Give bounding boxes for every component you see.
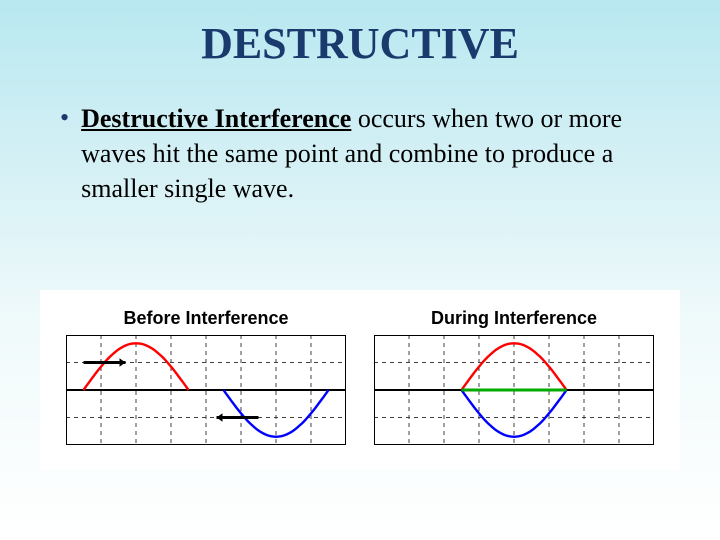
panel-before-label: Before Interference	[123, 308, 288, 329]
bullet-marker: •	[60, 101, 69, 135]
panel-during: During Interference	[374, 308, 654, 445]
bullet-text: Destructive Interference occurs when two…	[81, 101, 660, 206]
page-title: DESTRUCTIVE	[0, 0, 720, 69]
panel-during-label: During Interference	[431, 308, 597, 329]
bullet-term: Destructive Interference	[81, 104, 351, 133]
diagram-container: Before Interference During Interference	[40, 290, 680, 470]
during-diagram	[374, 335, 654, 445]
bullet-block: • Destructive Interference occurs when t…	[0, 69, 720, 206]
before-diagram	[66, 335, 346, 445]
panel-before: Before Interference	[66, 308, 346, 445]
